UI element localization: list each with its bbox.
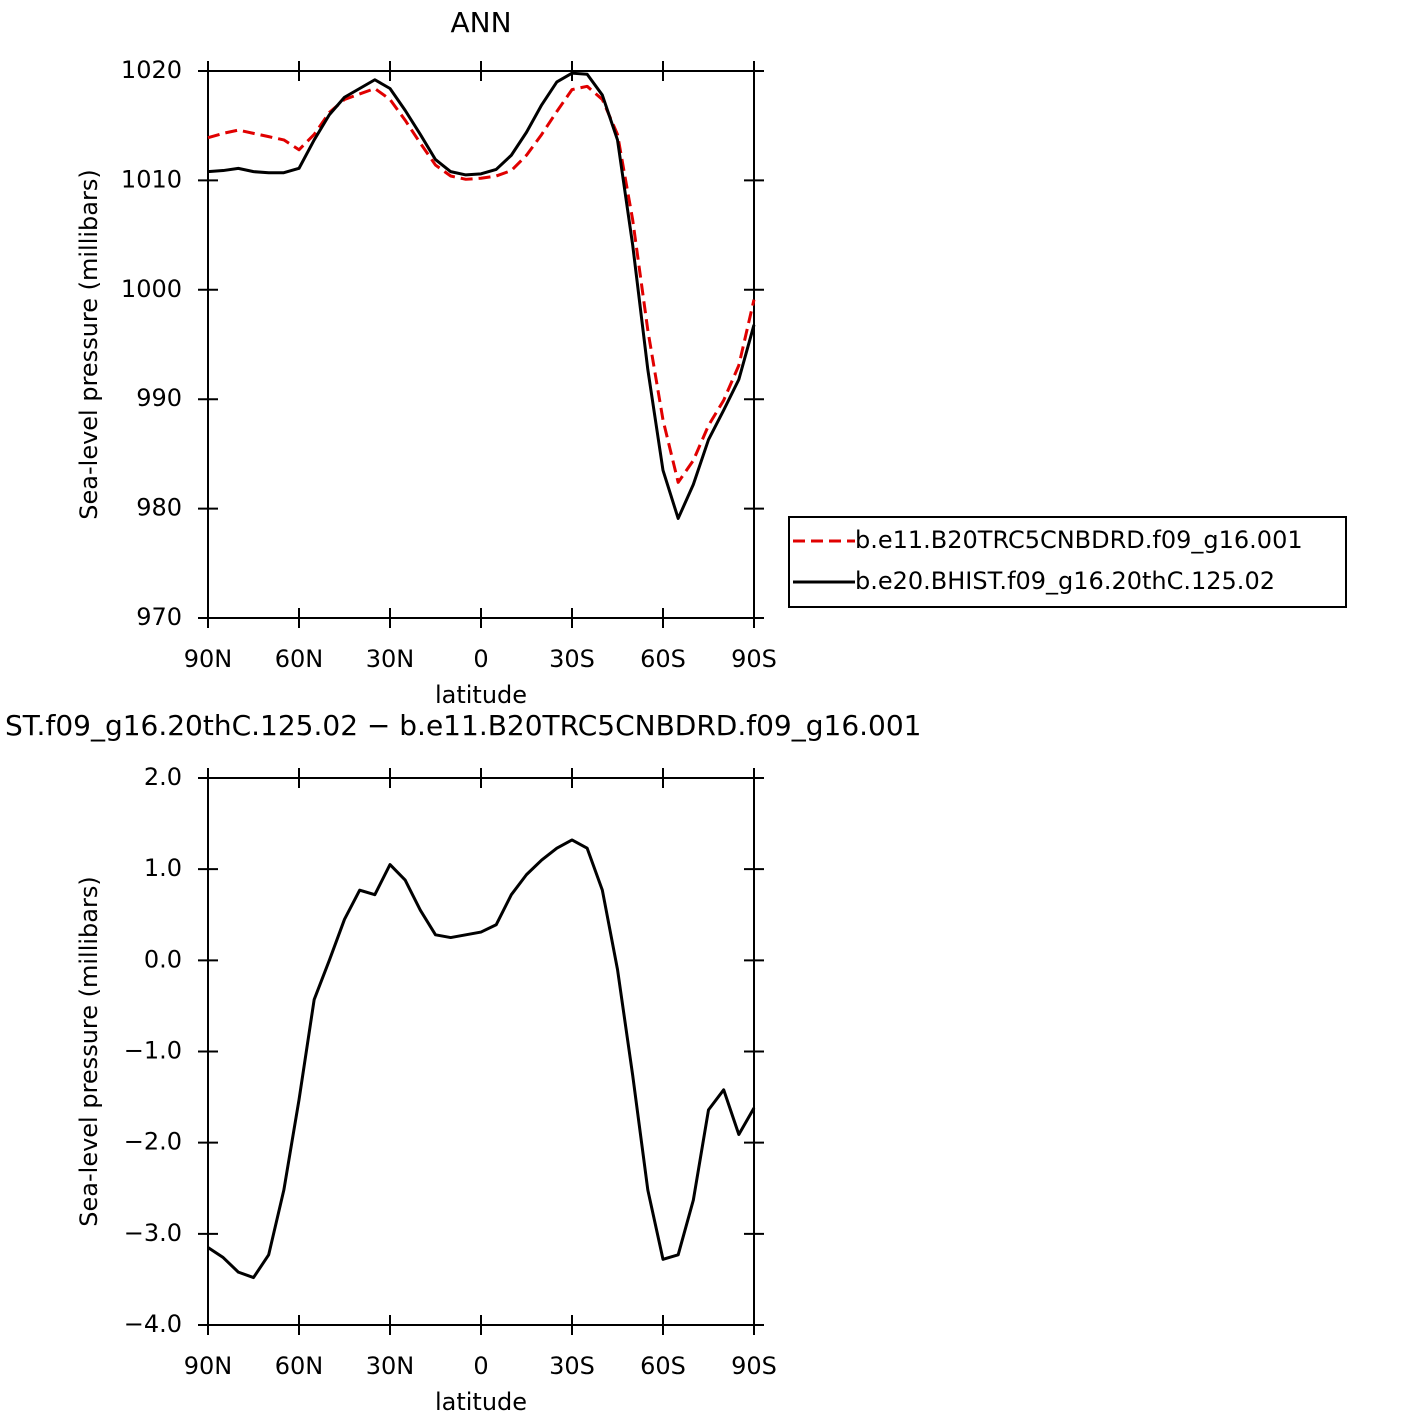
x-tick-label: 30N [366, 645, 415, 673]
y-tick-label: 1000 [121, 275, 182, 303]
y-axis-label: Sea-level pressure (millibars) [75, 169, 103, 519]
y-tick-label: 990 [136, 384, 182, 412]
y-tick-label: 0.0 [144, 945, 182, 973]
y-tick-label: 1010 [121, 165, 182, 193]
x-tick-label: 0 [473, 645, 488, 673]
x-axis-label: latitude [435, 681, 527, 709]
y-axis-label: Sea-level pressure (millibars) [75, 876, 103, 1226]
x-tick-label: 90S [731, 1352, 777, 1380]
x-tick-label: 30S [549, 1352, 595, 1380]
y-tick-label: −4.0 [124, 1310, 182, 1338]
y-tick-label: 2.0 [144, 763, 182, 791]
x-tick-label: 0 [473, 1352, 488, 1380]
plot-frame [207, 70, 755, 619]
legend-label: b.e20.BHIST.f09_g16.20thC.125.02 [855, 567, 1275, 595]
series-line [207, 71, 756, 520]
x-tick-label: 90N [184, 645, 233, 673]
x-tick-label: 60S [640, 645, 686, 673]
y-tick-label: 980 [136, 494, 182, 522]
legend-label: b.e11.B20TRC5CNBDRD.f09_g16.001 [855, 526, 1303, 554]
y-tick-label: −2.0 [124, 1128, 182, 1156]
x-axis-label: latitude [435, 1388, 527, 1416]
x-tick-label: 90N [184, 1352, 233, 1380]
x-tick-label: 60N [275, 1352, 324, 1380]
series-line [207, 84, 756, 484]
x-tick-label: 30N [366, 1352, 415, 1380]
x-tick-label: 90S [731, 645, 777, 673]
y-tick-label: 970 [136, 603, 182, 631]
series-line [207, 838, 756, 1280]
y-tick-label: 1020 [121, 56, 182, 84]
x-tick-label: 30S [549, 645, 595, 673]
y-tick-label: −3.0 [124, 1219, 182, 1247]
y-tick-label: 1.0 [144, 854, 182, 882]
chart-title: ANN [450, 6, 511, 39]
x-tick-label: 60N [275, 645, 324, 673]
x-tick-label: 60S [640, 1352, 686, 1380]
chart-title: ST.f09_g16.20thC.125.02 − b.e11.B20TRC5C… [5, 709, 922, 742]
legend-box [788, 516, 1347, 608]
y-tick-label: −1.0 [124, 1037, 182, 1065]
plot-frame [207, 777, 755, 1326]
